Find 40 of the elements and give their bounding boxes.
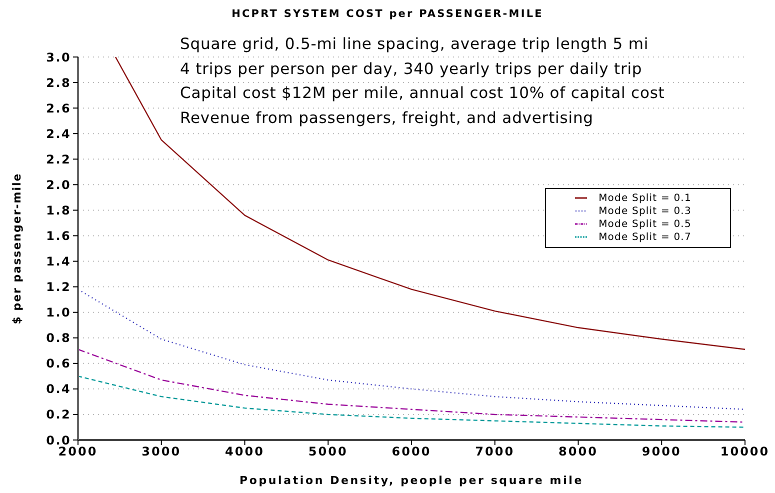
y-tick-label: 2.0 <box>46 178 71 192</box>
legend-label: Mode Split = 0.7 <box>598 232 692 243</box>
annotation: 4 trips per person per day, 340 yearly trips per daily trip <box>180 58 644 80</box>
y-tick-label: 0.4 <box>46 382 71 396</box>
y-tick-label: 2.8 <box>46 76 71 90</box>
x-tick-label: 7000 <box>475 444 515 459</box>
legend-label: Mode Split = 0.3 <box>598 206 692 217</box>
y-tick-label: 2.4 <box>46 126 71 141</box>
y-tick-label: 1.4 <box>46 254 71 269</box>
y-tick-label: 0.8 <box>46 331 71 346</box>
line-series <box>78 348 745 423</box>
y-tick-label: 2.6 <box>46 101 71 116</box>
y-tick-label: 1.0 <box>46 306 71 320</box>
legend-label: Mode Split = 0.5 <box>598 219 692 230</box>
text: Square grid, 0.5-mi line spacing, average trip length 5 mi <box>180 34 650 55</box>
chart-title: HCPRT SYSTEM COST per PASSENGER-MILE <box>230 8 544 20</box>
x-tick-label: 6000 <box>392 444 432 459</box>
x-tick-label: 8000 <box>558 444 598 459</box>
x-tick-label: 10000 <box>720 444 770 459</box>
y-tick-label: 0.6 <box>46 356 71 371</box>
line-series <box>78 288 745 410</box>
x-tick-label: 3000 <box>142 444 182 459</box>
line-series <box>78 376 745 428</box>
y-tick-label: 0.2 <box>46 408 71 422</box>
x-tick-label: 2000 <box>58 444 98 459</box>
annotation: Revenue from passengers, freight, and advertising <box>180 108 594 128</box>
y-tick-label: 0.0 <box>46 433 71 448</box>
y-tick-label: 1.6 <box>46 228 71 243</box>
y-axis-title: $ per passenger-mile <box>10 172 24 324</box>
y-tick-label: 1.8 <box>46 203 71 218</box>
legend-label: Mode Split = 0.1 <box>598 193 692 204</box>
x-tick-label: 5000 <box>308 444 348 459</box>
y-tick-label: 1.2 <box>46 280 71 294</box>
y-tick-label: 3.0 <box>46 50 71 64</box>
y-tick-label: 2.2 <box>46 152 71 166</box>
annotation: Capital cost $12M per mile, annual cost 10% of capital cost <box>180 83 665 104</box>
line-series <box>114 57 745 350</box>
x-axis-title: Population Density, people per square mile <box>238 474 584 487</box>
x-tick-label: 4000 <box>225 444 264 459</box>
x-tick-label: 9000 <box>642 444 682 459</box>
